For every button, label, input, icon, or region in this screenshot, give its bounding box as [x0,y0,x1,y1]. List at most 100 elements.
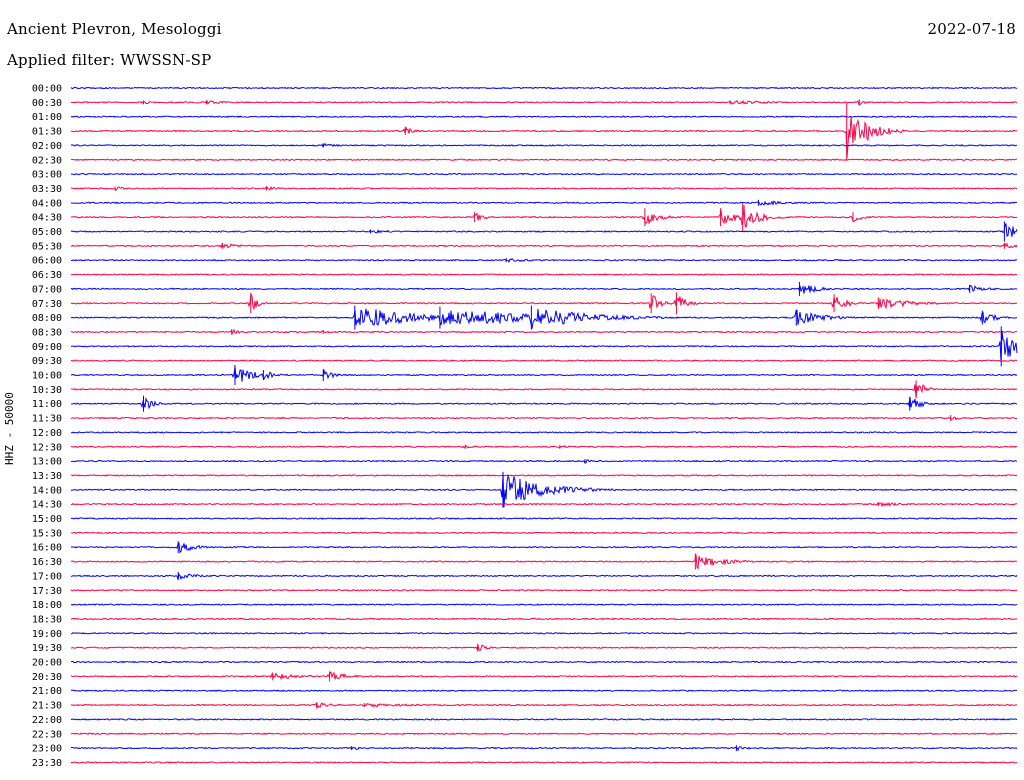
seismic-trace [70,223,1018,237]
row-time-label: 17:00 [32,571,62,582]
row-time-label: 15:30 [32,528,62,539]
filter-label: Applied filter: WWSSN-SP [7,51,212,69]
row-time-label: 23:30 [32,758,62,769]
seismic-trace [70,573,1018,581]
row-time-label: 14:00 [32,485,62,496]
row-time-label: 16:30 [32,557,62,568]
row-time-label: 06:30 [32,270,62,281]
seismic-trace [70,416,1018,421]
seismic-trace [70,702,1018,710]
row-time-label: 19:30 [32,643,62,654]
row-time-label: 01:00 [32,112,62,123]
seismic-trace [70,689,1018,693]
row-time-label: 20:30 [32,672,62,683]
row-time-label: 05:00 [32,227,62,238]
row-time-label: 21:30 [32,701,62,712]
seismic-trace [70,308,1018,329]
seismic-trace [70,366,1018,382]
row-time-label: 18:00 [32,600,62,611]
seismic-trace [70,158,1018,162]
seismic-trace [70,292,1018,311]
row-time-label: 02:00 [32,141,62,152]
seismic-trace [70,330,1018,362]
seismic-trace [70,746,1018,752]
seismic-trace [70,588,1018,592]
seismic-trace [70,531,1018,535]
row-time-label: 10:00 [32,371,62,382]
seismic-trace [70,542,1018,554]
seismic-trace [70,257,1018,263]
seismic-trace [70,172,1018,176]
row-time-label: 16:00 [32,543,62,554]
row-time-label: 05:30 [32,241,62,252]
seismic-trace [70,359,1018,362]
seismic-trace [70,501,1018,508]
row-time-label: 04:00 [32,198,62,209]
row-time-label: 04:30 [32,213,62,224]
seismic-trace [70,384,1018,398]
row-time-label: 06:00 [32,256,62,267]
seismic-trace [70,86,1018,90]
seismic-trace [70,644,1018,652]
seismic-trace [70,200,1018,207]
row-time-label: 07:30 [32,299,62,310]
row-time-label: 22:30 [32,729,62,740]
row-time-label: 15:00 [32,514,62,525]
seismic-trace [70,718,1017,721]
seismic-trace [70,242,1018,249]
row-time-label: 20:00 [32,658,62,669]
seismic-trace [70,603,1018,606]
station-title: Ancient Plevron, Mesologgi [7,20,222,38]
row-time-label: 09:00 [32,342,62,353]
seismic-trace [70,473,1018,508]
date-label: 2022-07-18 [927,20,1016,38]
seismic-trace [70,328,1018,336]
row-time-label: 08:00 [32,313,62,324]
row-time-label: 21:00 [32,686,62,697]
seismic-trace [70,517,1018,520]
seismic-trace [70,142,1018,148]
seismic-trace [70,444,1018,449]
row-time-label: 13:30 [32,471,62,482]
row-time-label: 01:30 [32,127,62,138]
seismic-trace [70,185,1018,192]
row-time-label: 14:30 [32,500,62,511]
row-time-label: 07:00 [32,284,62,295]
seismic-trace [70,284,1018,294]
seismic-trace [70,431,1018,434]
seismic-trace [70,732,1018,736]
seismic-trace [70,617,1018,621]
row-time-label: 12:30 [32,442,62,453]
row-time-label: 12:00 [32,428,62,439]
row-time-label: 02:30 [32,155,62,166]
row-time-label: 03:30 [32,184,62,195]
row-time-label: 23:00 [32,744,62,755]
seismic-trace [70,99,1018,106]
row-time-label: 18:30 [32,614,62,625]
row-time-label: 00:00 [32,84,62,95]
row-time-label: 00:30 [32,98,62,109]
row-time-label: 08:30 [32,327,62,338]
seismic-trace [70,631,1018,635]
seismic-trace [70,474,1018,477]
row-time-label: 10:30 [32,385,62,396]
row-time-label: 11:00 [32,399,62,410]
seismic-trace [70,115,1018,118]
seismic-trace [70,273,1018,276]
row-time-label: 11:30 [32,414,62,425]
seismic-trace [70,671,1018,680]
row-time-label: 09:30 [32,356,62,367]
seismic-trace [70,554,1018,570]
row-time-label: 17:30 [32,586,62,597]
seismic-trace [70,660,1018,664]
row-time-label: 22:00 [32,715,62,726]
row-time-label: 13:00 [32,457,62,468]
seismic-trace [70,396,1018,410]
seismic-trace [70,459,1018,464]
row-time-label: 19:00 [32,629,62,640]
seismic-trace [70,204,1018,228]
row-time-label: 03:00 [32,170,62,181]
seismic-trace [70,116,1018,159]
seismic-trace [70,761,1018,764]
